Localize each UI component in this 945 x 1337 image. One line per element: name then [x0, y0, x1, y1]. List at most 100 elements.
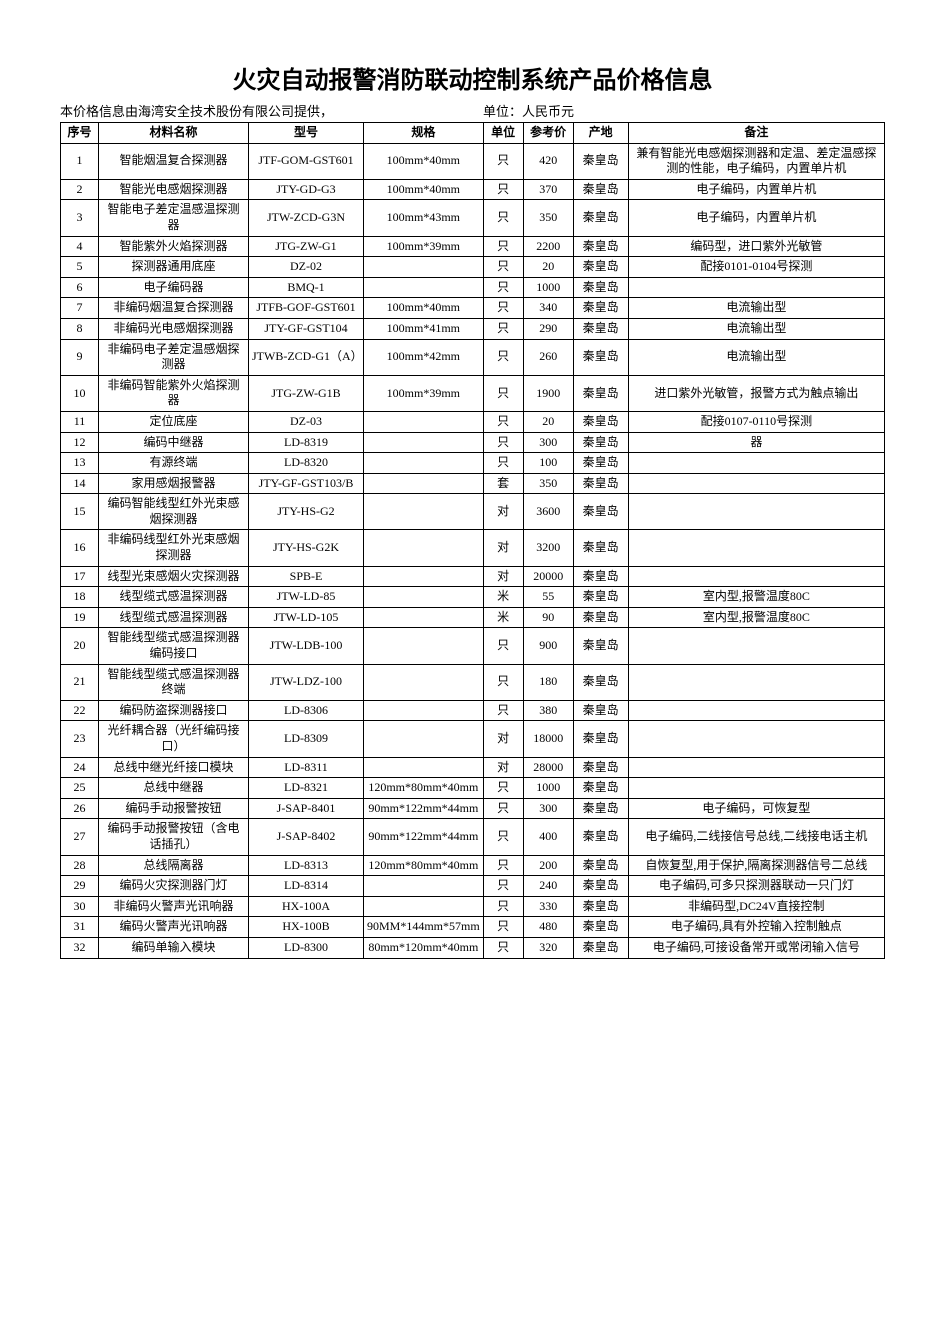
cell-seq: 31 — [61, 917, 99, 938]
table-row: 10非编码智能紫外火焰探测器JTG-ZW-G1B100mm*39mm只1900秦… — [61, 375, 885, 411]
cell-origin: 秦皇岛 — [573, 798, 628, 819]
table-row: 21智能线型缆式感温探测器终端JTW-LDZ-100只180秦皇岛 — [61, 664, 885, 700]
col-header-seq: 序号 — [61, 123, 99, 144]
cell-unit: 只 — [483, 778, 523, 799]
cell-origin: 秦皇岛 — [573, 628, 628, 664]
cell-spec — [364, 721, 484, 757]
cell-unit: 米 — [483, 587, 523, 608]
cell-unit: 只 — [483, 411, 523, 432]
cell-price: 330 — [523, 896, 573, 917]
cell-spec — [364, 453, 484, 474]
cell-note: 编码型，进口紫外光敏管 — [628, 236, 884, 257]
table-row: 8非编码光电感烟探测器JTY-GF-GST104100mm*41mm只290秦皇… — [61, 318, 885, 339]
cell-unit: 对 — [483, 721, 523, 757]
cell-seq: 30 — [61, 896, 99, 917]
cell-unit: 只 — [483, 700, 523, 721]
cell-unit: 只 — [483, 200, 523, 236]
cell-name: 智能线型缆式感温探测器终端 — [99, 664, 249, 700]
cell-origin: 秦皇岛 — [573, 339, 628, 375]
table-row: 12编码中继器LD-8319只300秦皇岛器 — [61, 432, 885, 453]
table-row: 11定位底座DZ-03只20秦皇岛配接0107-0110号探测 — [61, 411, 885, 432]
cell-price: 350 — [523, 200, 573, 236]
cell-seq: 32 — [61, 937, 99, 958]
cell-model: JTY-GF-GST103/B — [249, 473, 364, 494]
cell-name: 非编码线型红外光束感烟探测器 — [99, 530, 249, 566]
cell-origin: 秦皇岛 — [573, 530, 628, 566]
cell-unit: 只 — [483, 143, 523, 179]
cell-unit: 只 — [483, 179, 523, 200]
table-row: 25总线中继器LD-8321120mm*80mm*40mm只1000秦皇岛 — [61, 778, 885, 799]
cell-seq: 8 — [61, 318, 99, 339]
cell-spec: 100mm*41mm — [364, 318, 484, 339]
cell-price: 1000 — [523, 778, 573, 799]
cell-model: JTF-GOM-GST601 — [249, 143, 364, 179]
cell-model: JTG-ZW-G1B — [249, 375, 364, 411]
cell-model: BMQ-1 — [249, 277, 364, 298]
col-header-spec: 规格 — [364, 123, 484, 144]
cell-spec — [364, 896, 484, 917]
cell-seq: 28 — [61, 855, 99, 876]
cell-name: 电子编码器 — [99, 277, 249, 298]
cell-spec: 100mm*42mm — [364, 339, 484, 375]
table-body: 1智能烟温复合探测器JTF-GOM-GST601100mm*40mm只420秦皇… — [61, 143, 885, 958]
cell-price: 260 — [523, 339, 573, 375]
cell-spec — [364, 494, 484, 530]
table-row: 22编码防盗探测器接口LD-8306只380秦皇岛 — [61, 700, 885, 721]
cell-note: 电子编码，内置单片机 — [628, 200, 884, 236]
page-title: 火灾自动报警消防联动控制系统产品价格信息 — [60, 60, 885, 95]
cell-name: 总线隔离器 — [99, 855, 249, 876]
cell-seq: 3 — [61, 200, 99, 236]
cell-price: 400 — [523, 819, 573, 855]
cell-seq: 27 — [61, 819, 99, 855]
cell-spec — [364, 432, 484, 453]
cell-spec — [364, 587, 484, 608]
cell-unit: 只 — [483, 339, 523, 375]
cell-price: 55 — [523, 587, 573, 608]
cell-origin: 秦皇岛 — [573, 277, 628, 298]
cell-origin: 秦皇岛 — [573, 937, 628, 958]
cell-origin: 秦皇岛 — [573, 896, 628, 917]
cell-model: LD-8306 — [249, 700, 364, 721]
cell-name: 光纤耦合器（光纤编码接口） — [99, 721, 249, 757]
cell-unit: 对 — [483, 530, 523, 566]
cell-price: 240 — [523, 876, 573, 897]
cell-seq: 20 — [61, 628, 99, 664]
cell-name: 总线中继器 — [99, 778, 249, 799]
cell-price: 420 — [523, 143, 573, 179]
cell-unit: 只 — [483, 298, 523, 319]
cell-unit: 只 — [483, 277, 523, 298]
cell-origin: 秦皇岛 — [573, 876, 628, 897]
cell-name: 编码单输入模块 — [99, 937, 249, 958]
table-row: 30非编码火警声光讯响器HX-100A只330秦皇岛非编码型,DC24V直接控制 — [61, 896, 885, 917]
cell-note — [628, 757, 884, 778]
cell-unit: 只 — [483, 819, 523, 855]
table-row: 32编码单输入模块LD-830080mm*120mm*40mm只320秦皇岛电子… — [61, 937, 885, 958]
cell-origin: 秦皇岛 — [573, 819, 628, 855]
cell-note: 兼有智能光电感烟探测器和定温、差定温感探测的性能，电子编码，内置单片机 — [628, 143, 884, 179]
cell-price: 28000 — [523, 757, 573, 778]
cell-spec — [364, 530, 484, 566]
col-header-name: 材料名称 — [99, 123, 249, 144]
cell-origin: 秦皇岛 — [573, 473, 628, 494]
cell-price: 200 — [523, 855, 573, 876]
cell-price: 20 — [523, 411, 573, 432]
cell-seq: 17 — [61, 566, 99, 587]
cell-origin: 秦皇岛 — [573, 855, 628, 876]
cell-unit: 只 — [483, 257, 523, 278]
cell-note: 电流输出型 — [628, 298, 884, 319]
cell-spec — [364, 700, 484, 721]
cell-name: 编码火灾探测器门灯 — [99, 876, 249, 897]
cell-model: JTY-GF-GST104 — [249, 318, 364, 339]
table-row: 1智能烟温复合探测器JTF-GOM-GST601100mm*40mm只420秦皇… — [61, 143, 885, 179]
cell-name: 编码火警声光讯响器 — [99, 917, 249, 938]
cell-unit: 只 — [483, 375, 523, 411]
cell-name: 非编码电子差定温感烟探测器 — [99, 339, 249, 375]
cell-unit: 米 — [483, 607, 523, 628]
cell-spec: 100mm*43mm — [364, 200, 484, 236]
cell-spec — [364, 257, 484, 278]
cell-model: LD-8300 — [249, 937, 364, 958]
cell-spec — [364, 277, 484, 298]
cell-origin: 秦皇岛 — [573, 257, 628, 278]
cell-origin: 秦皇岛 — [573, 143, 628, 179]
cell-name: 定位底座 — [99, 411, 249, 432]
